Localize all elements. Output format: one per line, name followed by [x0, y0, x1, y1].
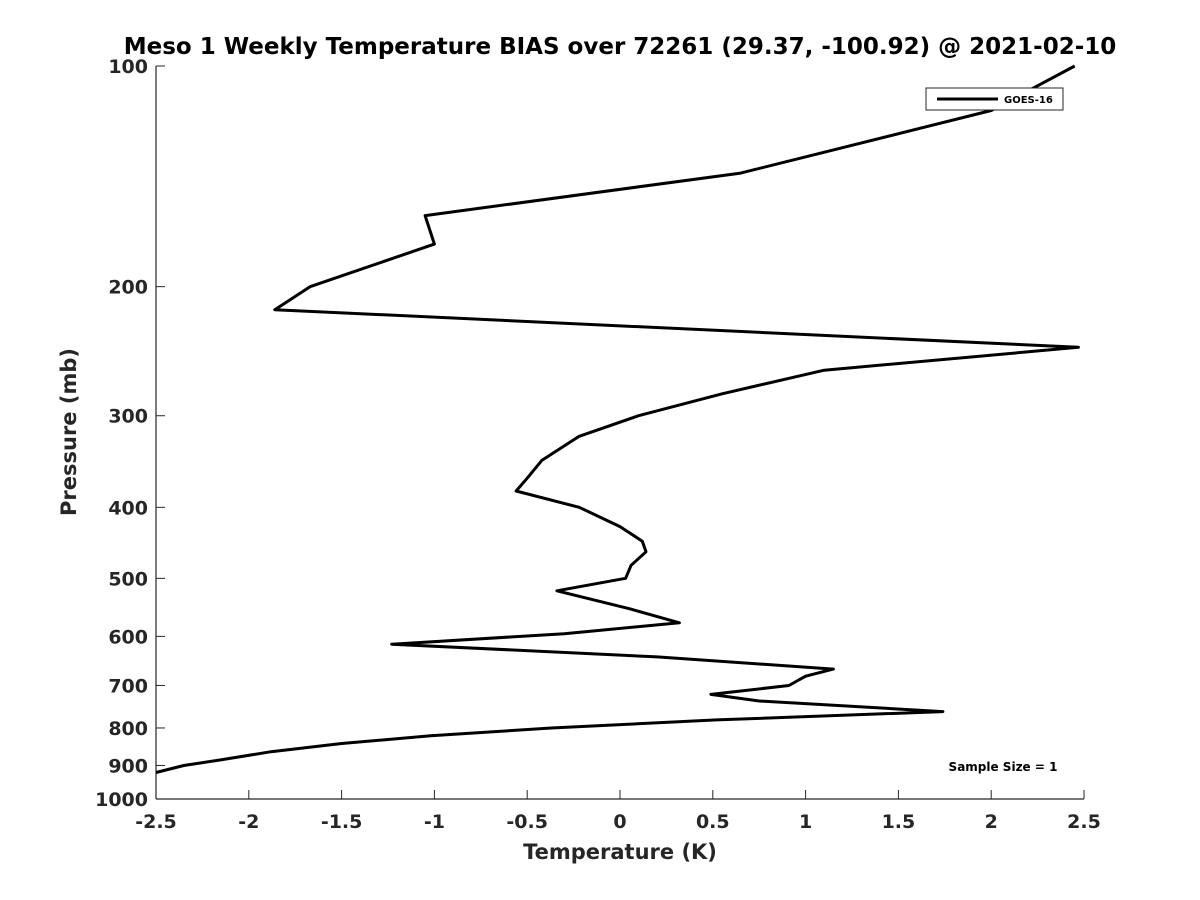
x-axis-label: Temperature (K) [523, 840, 717, 864]
chart-title: Meso 1 Weekly Temperature BIAS over 7226… [124, 34, 1117, 60]
series-layer [155, 64, 1080, 774]
y-tick-label: 500 [108, 568, 148, 590]
y-tick-label: 400 [108, 497, 148, 519]
y-tick-label: 100 [108, 56, 148, 78]
y-axis-label: Pressure (mb) [57, 348, 81, 516]
x-tick-label: 1 [799, 811, 812, 833]
series-line-goes-16 [155, 64, 1080, 774]
sample-size-annotation: Sample Size = 1 [949, 760, 1058, 774]
y-tick-label: 200 [108, 277, 148, 299]
y-tick-label: 800 [108, 718, 148, 740]
x-tick-label: -1 [424, 811, 445, 833]
y-tick-label: 900 [108, 755, 148, 777]
y-tick-label: 300 [108, 406, 148, 428]
y-tick-label: 1000 [95, 789, 148, 811]
x-tick-label: 1.5 [882, 811, 916, 833]
x-tick-label: -2 [238, 811, 259, 833]
plot-area [155, 66, 1084, 800]
x-tick-label: 2.5 [1067, 811, 1101, 833]
x-axis-ticks: -2.5 -2 -1.5 -1 -0.5 0 0.5 1 1.5 2 2.5 [135, 790, 1101, 833]
x-tick-label: 2 [985, 811, 998, 833]
y-axis-ticks: 100 200 300 400 500 600 700 800 900 1000 [95, 56, 165, 811]
y-tick-label: 600 [108, 626, 148, 648]
x-tick-label: -1.5 [321, 811, 363, 833]
plot-background [156, 66, 1084, 799]
x-tick-label: -0.5 [506, 811, 548, 833]
y-tick-label: 700 [108, 675, 148, 697]
x-tick-label: 0 [613, 811, 626, 833]
legend-label-goes-16: GOES-16 [1004, 95, 1053, 106]
legend: GOES-16 [925, 87, 1064, 111]
x-tick-label: 0.5 [696, 811, 730, 833]
x-tick-label: -2.5 [135, 811, 177, 833]
